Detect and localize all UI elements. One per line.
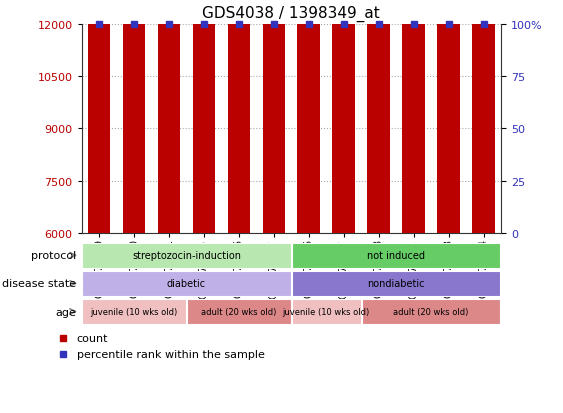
Bar: [368, 0, 390, 233]
Bar: [472, 0, 495, 233]
Text: juvenile (10 wks old): juvenile (10 wks old): [91, 307, 178, 316]
Bar: [193, 0, 215, 233]
Text: adult (20 wks old): adult (20 wks old): [394, 307, 469, 316]
Text: nondiabetic: nondiabetic: [368, 279, 425, 289]
Bar: [88, 0, 110, 233]
Bar: [437, 0, 460, 233]
Bar: [403, 0, 425, 233]
Bar: [262, 0, 285, 233]
Bar: [187, 299, 291, 325]
Text: diabetic: diabetic: [167, 279, 206, 289]
Text: percentile rank within the sample: percentile rank within the sample: [77, 349, 265, 359]
Bar: [227, 0, 251, 233]
Bar: [292, 299, 360, 325]
Text: not induced: not induced: [367, 251, 425, 261]
Bar: [297, 0, 320, 233]
Text: streptozocin-induction: streptozocin-induction: [132, 251, 241, 261]
Bar: [82, 271, 291, 297]
Text: count: count: [77, 334, 108, 344]
Bar: [332, 0, 355, 233]
Bar: [158, 0, 180, 233]
Bar: [292, 243, 501, 268]
Bar: [82, 299, 186, 325]
Bar: [292, 271, 501, 297]
Text: adult (20 wks old): adult (20 wks old): [201, 307, 276, 316]
Text: age: age: [55, 307, 76, 317]
Bar: [362, 299, 501, 325]
Text: protocol: protocol: [31, 251, 76, 261]
Title: GDS4038 / 1398349_at: GDS4038 / 1398349_at: [203, 6, 380, 22]
Bar: [123, 0, 145, 233]
Text: juvenile (10 wks old): juvenile (10 wks old): [283, 307, 370, 316]
Text: disease state: disease state: [2, 279, 76, 289]
Bar: [82, 243, 291, 268]
